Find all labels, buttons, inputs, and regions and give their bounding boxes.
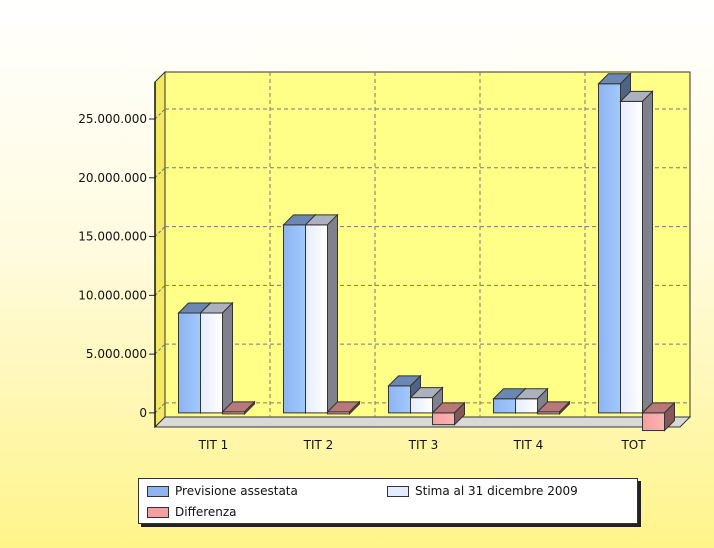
gridline-y-side	[154, 402, 166, 414]
legend-label-differenza: Differenza	[175, 505, 237, 519]
y-tick-label: 20.000.000	[78, 171, 147, 185]
legend-swatch-stima	[387, 485, 409, 497]
gridline-y-side	[154, 226, 166, 237]
bar-side-1-0	[222, 301, 233, 415]
bar-side-2-1	[349, 400, 360, 416]
plot-left-wall	[154, 70, 166, 429]
gridline-y-side	[154, 343, 166, 355]
bar-1-0	[200, 312, 223, 414]
gridline-y-side	[154, 108, 166, 120]
x-category-label: TIT 3	[408, 438, 439, 452]
bar-side-1-4	[642, 90, 653, 415]
legend-item-differenza: Differenza	[147, 505, 237, 519]
bar-0-4	[598, 83, 621, 414]
bar-0-3	[493, 398, 516, 414]
bar-side-2-0	[244, 400, 255, 416]
x-category-label: TIT 2	[303, 438, 334, 452]
legend-swatch-previsione	[147, 485, 169, 497]
bar-side-2-3	[559, 400, 570, 416]
bar-1-2	[410, 397, 433, 414]
bar-2-4	[642, 412, 665, 432]
y-tick-label: 10.000.000	[78, 288, 147, 302]
x-category-label: TIT 4	[513, 438, 544, 452]
gridline-y-side	[154, 284, 166, 296]
bar-side-2-2	[454, 401, 465, 426]
legend-swatch-differenza	[147, 506, 169, 518]
bar-1-1	[305, 224, 328, 414]
y-tick-label: 5.000.000	[86, 347, 147, 361]
bar-side-2-4	[664, 401, 675, 432]
y-tick-label: 15.000.000	[78, 230, 147, 244]
plot-floor	[153, 416, 692, 428]
bar-0-2	[388, 385, 411, 414]
y-tick-label: 25.000.000	[78, 112, 147, 126]
bar-1-4	[620, 100, 643, 414]
x-category-label: TIT 1	[198, 438, 229, 452]
legend: Previsione assestata Stima al 31 dicembr…	[138, 478, 638, 524]
legend-item-stima: Stima al 31 dicembre 2009	[387, 484, 578, 498]
gridline-y-side	[154, 167, 166, 179]
bar-2-2	[432, 412, 455, 426]
bar-1-3	[515, 398, 538, 414]
y-tick-label: 0	[139, 406, 147, 420]
legend-item-previsione: Previsione assestata	[147, 484, 298, 498]
bar-side-1-1	[327, 213, 338, 415]
legend-label-stima: Stima al 31 dicembre 2009	[415, 484, 578, 498]
legend-label-previsione: Previsione assestata	[175, 484, 298, 498]
bar-0-0	[178, 312, 201, 414]
bar-0-1	[283, 224, 306, 414]
x-category-label: TOT	[620, 438, 646, 452]
